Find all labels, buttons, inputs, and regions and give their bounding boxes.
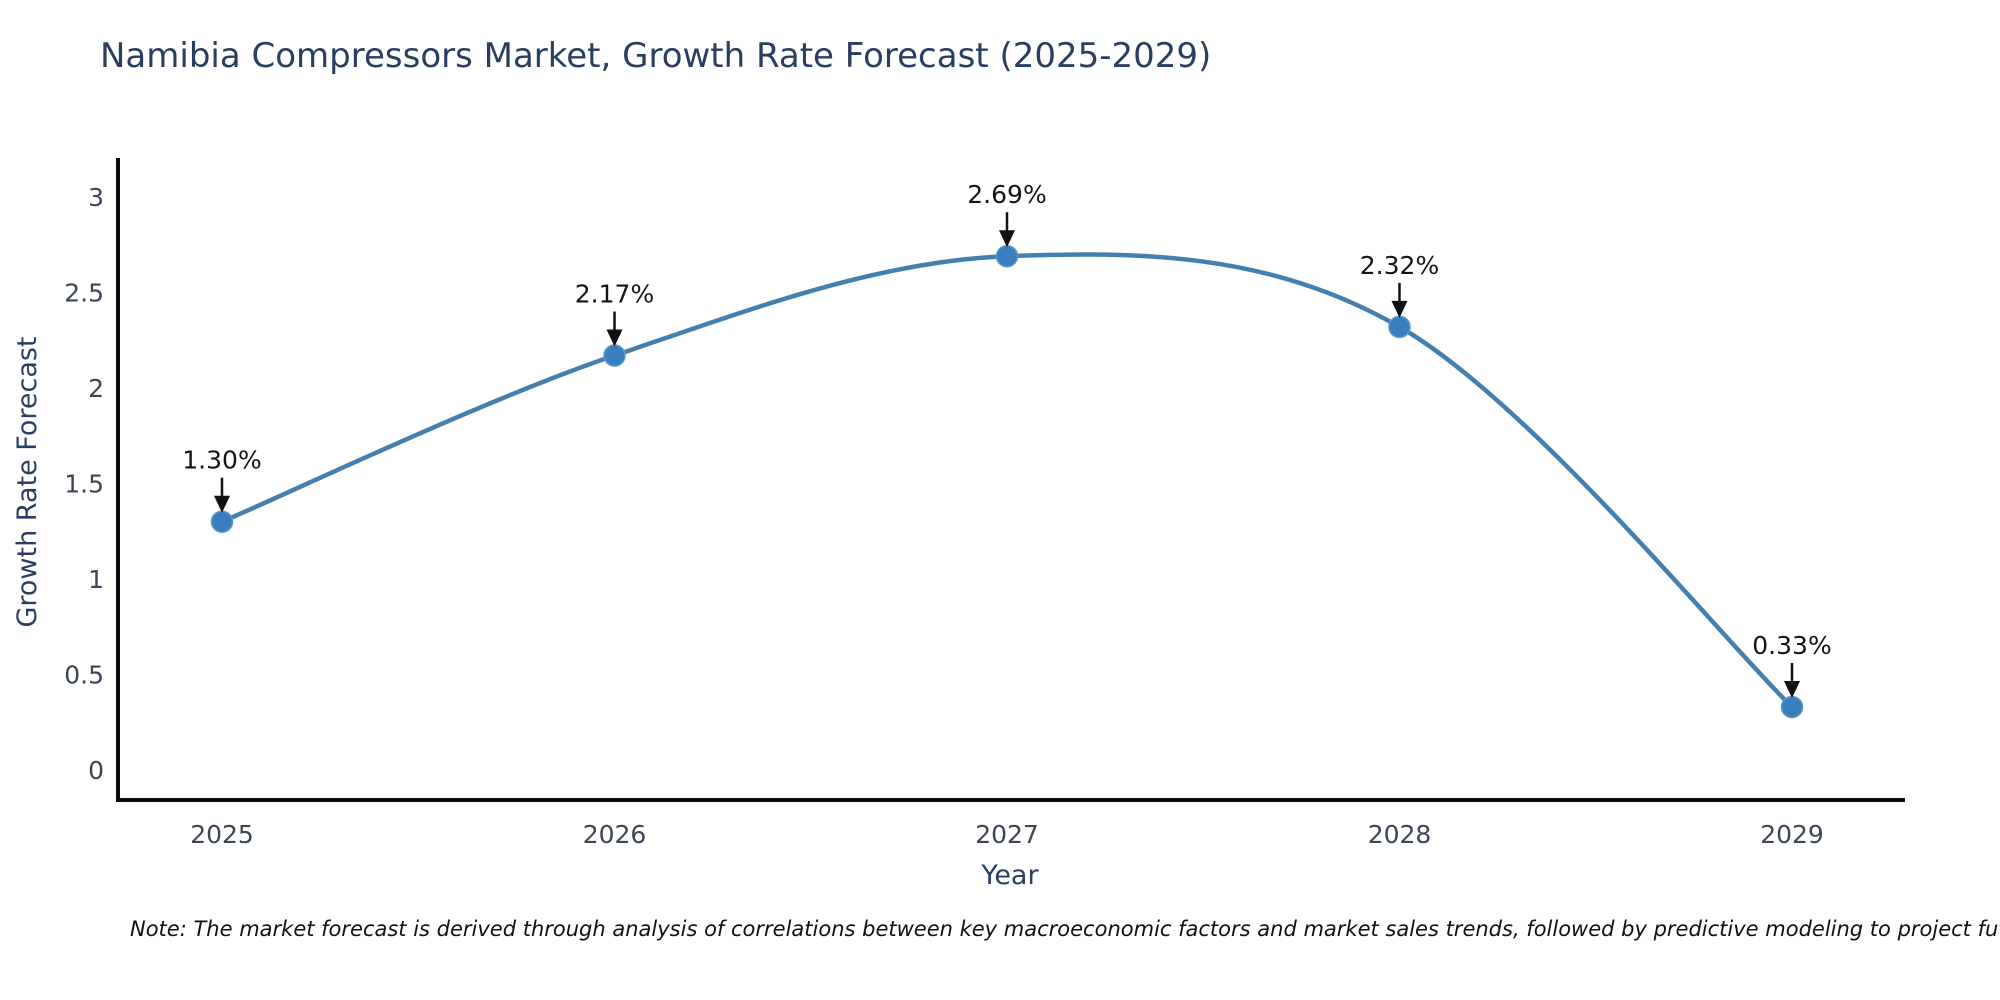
x-tick-label: 2026 bbox=[583, 820, 647, 849]
series-line bbox=[219, 252, 1795, 710]
forecast-line bbox=[219, 252, 1795, 710]
data-point-marker bbox=[603, 344, 626, 367]
point-value-label: 1.30% bbox=[182, 446, 261, 475]
annotation-arrow-head bbox=[606, 329, 623, 347]
data-point-marker bbox=[210, 510, 234, 533]
annotation-arrow-head bbox=[999, 230, 1015, 248]
x-tick-label: 2025 bbox=[190, 820, 254, 849]
annotation-arrow-head bbox=[1784, 680, 1800, 698]
data-point-marker bbox=[1388, 315, 1411, 339]
x-tick-label: 2028 bbox=[1368, 820, 1432, 849]
y-tick-label: 0 bbox=[88, 756, 104, 785]
data-point-annotations: 1.30% 2.17% 2.69% 2.32% 0.33% bbox=[182, 180, 1832, 698]
point-value-label: 2.69% bbox=[967, 180, 1046, 209]
chart-title: Namibia Compressors Market, Growth Rate … bbox=[100, 36, 1212, 76]
y-tick-label: 0.5 bbox=[64, 661, 104, 690]
y-tick-label: 2.5 bbox=[64, 279, 104, 308]
y-tick-label: 2 bbox=[88, 374, 104, 403]
point-value-label: 2.32% bbox=[1360, 251, 1439, 280]
data-point-marker bbox=[995, 244, 1019, 268]
y-tick-label: 1 bbox=[88, 565, 104, 594]
annotation-arrow-head bbox=[214, 495, 230, 513]
x-tick-labels: 2025 2026 2027 2028 2029 bbox=[190, 820, 1824, 849]
x-tick-label: 2027 bbox=[975, 820, 1039, 849]
y-tick-label: 1.5 bbox=[64, 470, 104, 499]
point-value-label: 2.17% bbox=[575, 280, 654, 309]
y-axis-title: Growth Rate Forecast bbox=[12, 336, 43, 627]
data-point-markers bbox=[210, 244, 1804, 719]
y-tick-label: 3 bbox=[88, 183, 104, 212]
x-tick-label: 2029 bbox=[1760, 820, 1824, 849]
annotation-arrow-head bbox=[1391, 300, 1408, 318]
data-point-marker bbox=[1780, 695, 1804, 719]
footnote: Note: The market forecast is derived thr… bbox=[130, 917, 2000, 941]
x-axis-title: Year bbox=[980, 860, 1039, 891]
point-value-label: 0.33% bbox=[1752, 631, 1831, 660]
y-tick-labels: 0 0.5 1 1.5 2 2.5 3 bbox=[64, 183, 104, 785]
